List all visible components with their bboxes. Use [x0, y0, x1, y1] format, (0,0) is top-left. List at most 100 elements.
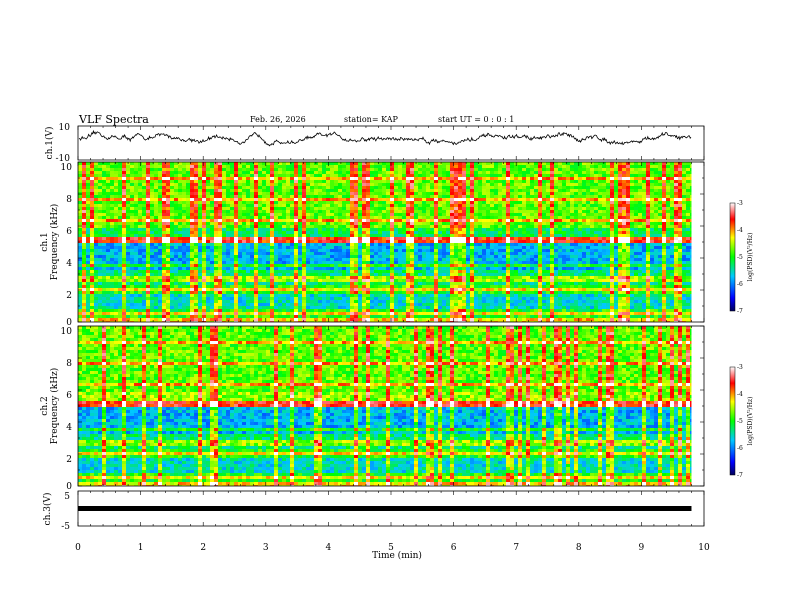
- spectrogram-cell: [658, 213, 662, 216]
- spectrogram-cell: [594, 243, 598, 246]
- spectrogram-cell: [446, 171, 450, 174]
- spectrogram-cell: [410, 246, 414, 249]
- spectrogram-cell: [170, 234, 174, 237]
- spectrogram-cell: [154, 216, 158, 219]
- spectrogram-cell: [666, 174, 670, 177]
- spectrogram-cell: [346, 204, 350, 207]
- spectrogram-cell: [270, 219, 274, 222]
- spectrogram-cell: [378, 201, 382, 204]
- spectrogram-cell: [458, 225, 462, 228]
- spectrogram-cell: [222, 177, 226, 180]
- spectrogram-cell: [410, 240, 414, 243]
- spectrogram-cell: [446, 207, 450, 210]
- spectrogram-cell: [546, 207, 550, 210]
- spectrogram-cell: [614, 183, 618, 186]
- spectrogram-cell: [602, 222, 606, 225]
- spectrogram-cell: [434, 168, 438, 171]
- spectrogram-cell: [586, 219, 590, 222]
- spectrogram-cell: [218, 189, 222, 192]
- spectrogram-cell: [546, 195, 550, 198]
- spectrogram-cell: [502, 177, 506, 180]
- spectrogram-cell: [450, 171, 454, 174]
- spectrogram-cell: [198, 249, 202, 252]
- spectrogram-cell: [366, 222, 370, 225]
- spectrogram-cell: [106, 237, 110, 240]
- spectrogram-cell: [482, 201, 486, 204]
- spectrogram-cell: [670, 222, 674, 225]
- spectrogram-cell: [234, 222, 238, 225]
- spectrogram-cell: [94, 222, 98, 225]
- spectrogram-cell: [326, 180, 330, 183]
- spectrogram-cell: [218, 213, 222, 216]
- spectrogram-cell: [438, 195, 442, 198]
- spectrogram-cell: [282, 243, 286, 246]
- spectrogram-cell: [226, 210, 230, 213]
- spectrogram-cell: [170, 216, 174, 219]
- spectrogram-cell: [414, 207, 418, 210]
- spectrogram-cell: [634, 186, 638, 189]
- spectrogram-cell: [174, 243, 178, 246]
- spectrogram-cell: [174, 201, 178, 204]
- spectrogram-cell: [590, 231, 594, 234]
- spectrogram-cell: [406, 252, 410, 255]
- spectrogram-cell: [134, 240, 138, 243]
- spectrogram-cell: [398, 210, 402, 213]
- spectrogram-cell: [382, 249, 386, 252]
- spectrogram-cell: [122, 237, 126, 240]
- spectrogram-cell: [658, 225, 662, 228]
- spectrogram-cell: [446, 210, 450, 213]
- spectrogram-cell: [422, 186, 426, 189]
- spectrogram-cell: [126, 210, 130, 213]
- spectrogram-cell: [494, 201, 498, 204]
- spectrogram-cell: [206, 222, 210, 225]
- spectrogram-cell: [570, 204, 574, 207]
- spectrogram-cell: [690, 183, 692, 186]
- spectrogram-cell: [194, 207, 198, 210]
- spectrogram-cell: [682, 240, 686, 243]
- spectrogram-cell: [470, 180, 474, 183]
- spectrogram-cell: [550, 249, 554, 252]
- spectrogram-cell: [86, 201, 90, 204]
- spectrogram-cell: [362, 174, 366, 177]
- spectrogram-cell: [334, 249, 338, 252]
- spectrogram-cell: [162, 246, 166, 249]
- spectrogram-cell: [186, 174, 190, 177]
- spectrogram-cell: [390, 210, 394, 213]
- spectrogram-cell: [94, 258, 98, 261]
- spectrogram-cell: [430, 225, 434, 228]
- spectrogram-cell: [386, 216, 390, 219]
- spectrogram-cell: [194, 231, 198, 234]
- spectrogram-cell: [490, 237, 494, 240]
- spectrogram-cell: [334, 162, 338, 165]
- spectrogram-cell: [582, 225, 586, 228]
- spectrogram-cell: [370, 174, 374, 177]
- spectrogram-cell: [262, 210, 266, 213]
- spectrogram-cell: [266, 237, 270, 240]
- spectrogram-cell: [282, 234, 286, 237]
- spectrogram-cell: [222, 201, 226, 204]
- spectrogram-cell: [158, 204, 162, 207]
- spectrogram-cell: [266, 192, 270, 195]
- spectrogram-cell: [282, 174, 286, 177]
- spectrogram-cell: [190, 258, 194, 261]
- spectrogram-cell: [446, 204, 450, 207]
- spectrogram-cell: [258, 243, 262, 246]
- spectrogram-cell: [558, 243, 562, 246]
- spectrogram-cell: [354, 180, 358, 183]
- spectrogram-cell: [262, 213, 266, 216]
- spectrogram-cell: [378, 207, 382, 210]
- spectrogram-cell: [210, 240, 214, 243]
- spectrogram-cell: [182, 240, 186, 243]
- spectrogram-cell: [258, 228, 262, 231]
- spectrogram-cell: [402, 246, 406, 249]
- spectrogram-cell: [582, 252, 586, 255]
- spectrogram-cell: [142, 234, 146, 237]
- spectrogram-cell: [186, 222, 190, 225]
- spectrogram-cell: [430, 243, 434, 246]
- spectrogram-cell: [202, 174, 206, 177]
- spectrogram-cell: [142, 237, 146, 240]
- spectrogram-cell: [90, 165, 94, 168]
- spectrogram-cell: [522, 228, 526, 231]
- spectrogram-cell: [574, 231, 578, 234]
- spectrogram-cell: [166, 231, 170, 234]
